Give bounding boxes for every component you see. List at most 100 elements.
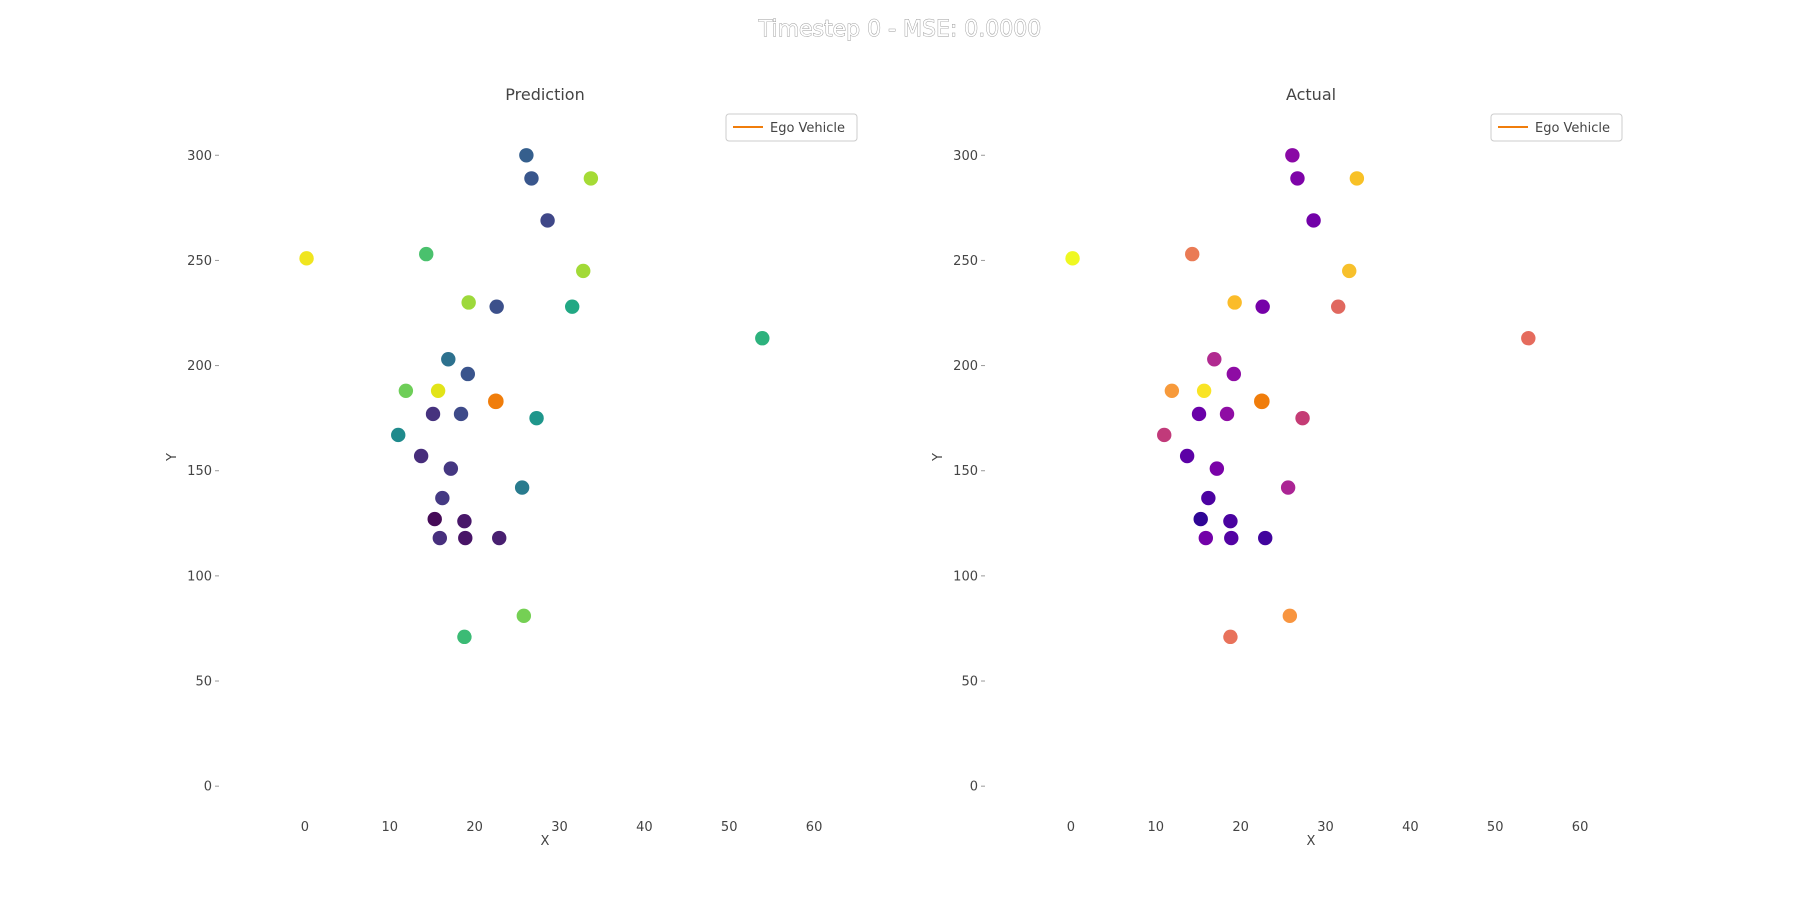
prediction-data-point [516, 608, 532, 624]
prediction-data-point [540, 213, 555, 228]
prediction-points [299, 148, 770, 645]
actual-data-point [1306, 213, 1321, 228]
prediction-data-point [427, 511, 442, 527]
actual-x-tick-label: 20 [1232, 820, 1249, 835]
actual-y-tick-label: 200 [953, 359, 978, 374]
prediction-data-point [413, 448, 429, 464]
prediction-data-point [583, 171, 599, 186]
prediction-x-ticks: 0 10 20 30 40 50 60 [301, 820, 823, 835]
prediction-y-tick-label: 250 [187, 254, 212, 269]
prediction-data-point [529, 410, 544, 426]
actual-data-point [1224, 530, 1239, 546]
actual-data-point [1290, 171, 1305, 186]
prediction-title: Prediction [505, 85, 584, 104]
prediction-legend-ego-label: Ego Vehicle [770, 121, 845, 136]
prediction-x-tick-label: 50 [721, 820, 738, 835]
prediction-data-point [398, 383, 414, 399]
actual-x-tick-label: 60 [1572, 820, 1589, 835]
prediction-data-point [419, 246, 434, 262]
actual-x-tick-label: 0 [1067, 820, 1075, 835]
prediction-data-point [461, 295, 476, 310]
prediction-y-tick-label: 100 [187, 569, 212, 584]
actual-x-tick-label: 10 [1147, 820, 1164, 835]
actual-data-point [1193, 511, 1208, 527]
actual-data-point [1258, 530, 1273, 546]
prediction-x-tick-label: 30 [551, 820, 568, 835]
prediction-panel: Prediction 0 50 100 150 200 250 300 0 10 20 30 40 5… [165, 85, 858, 849]
prediction-y-tick-label: 50 [195, 675, 212, 690]
actual-data-point [1164, 383, 1180, 399]
prediction-data-point [391, 427, 406, 443]
prediction-y-tick-label: 150 [187, 464, 212, 479]
actual-y-tick-label: 150 [953, 464, 978, 479]
prediction-data-point [453, 406, 469, 422]
actual-data-point [1349, 171, 1365, 186]
prediction-x-tick-label: 0 [301, 820, 309, 835]
prediction-y-tick-label: 0 [204, 780, 212, 795]
actual-data-point [1227, 295, 1242, 310]
actual-ego-vehicle-point [1254, 393, 1270, 410]
actual-data-point [1198, 530, 1214, 546]
prediction-y-tick-label: 300 [187, 149, 212, 164]
actual-y-tick-label: 100 [953, 569, 978, 584]
prediction-data-point [514, 480, 530, 495]
prediction-y-ticks: 0 50 100 150 200 250 300 [187, 149, 219, 795]
actual-title: Actual [1286, 85, 1336, 104]
prediction-x-tick-label: 60 [806, 820, 823, 835]
actual-data-point [1521, 331, 1536, 346]
actual-data-point [1196, 383, 1212, 399]
prediction-data-point [435, 490, 450, 506]
actual-x-tick-label: 50 [1487, 820, 1504, 835]
actual-data-point [1255, 299, 1270, 314]
prediction-x-tick-label: 40 [636, 820, 653, 835]
prediction-data-point [432, 530, 448, 546]
actual-x-tick-label: 40 [1402, 820, 1419, 835]
actual-y-label: Y [931, 453, 946, 462]
prediction-data-point [524, 171, 539, 186]
prediction-data-point [443, 461, 459, 476]
actual-y-tick-label: 50 [961, 675, 978, 690]
prediction-ego-vehicle-point [488, 393, 504, 410]
prediction-data-point [430, 383, 446, 399]
prediction-data-point [519, 148, 534, 163]
actual-data-point [1191, 406, 1207, 422]
actual-y-tick-label: 300 [953, 149, 978, 164]
prediction-y-tick-label: 200 [187, 359, 212, 374]
actual-data-point [1282, 608, 1298, 624]
prediction-x-tick-label: 20 [466, 820, 483, 835]
actual-data-point [1179, 448, 1195, 464]
prediction-data-point [755, 331, 770, 346]
prediction-data-point [457, 629, 472, 645]
actual-x-label: X [1307, 834, 1316, 849]
prediction-data-point [460, 366, 476, 382]
actual-data-point [1219, 406, 1235, 422]
actual-data-point [1185, 246, 1200, 262]
actual-x-ticks: 0 10 20 30 40 50 60 [1067, 820, 1589, 835]
actual-points [1065, 148, 1536, 645]
prediction-legend-frame [725, 113, 858, 142]
actual-data-point [1295, 410, 1310, 426]
prediction-data-point [458, 530, 473, 546]
actual-data-point [1280, 480, 1296, 495]
actual-y-tick-label: 0 [970, 780, 978, 795]
prediction-data-point [457, 513, 472, 529]
actual-legend: Ego Vehicle [1490, 113, 1623, 142]
actual-data-point [1065, 251, 1080, 266]
actual-legend-ego-label: Ego Vehicle [1535, 121, 1610, 136]
actual-data-point [1342, 263, 1357, 279]
actual-legend-frame [1490, 113, 1623, 142]
prediction-x-tick-label: 10 [381, 820, 398, 835]
actual-data-point [1207, 352, 1222, 367]
prediction-data-point [489, 299, 504, 314]
prediction-x-label: X [541, 834, 550, 849]
prediction-data-point [299, 251, 314, 266]
figure-title: Timestep 0 - MSE: 0.0000 [758, 17, 1042, 42]
actual-data-point [1331, 299, 1346, 314]
prediction-y-label: Y [165, 453, 180, 462]
actual-data-point [1201, 490, 1216, 506]
actual-x-tick-label: 30 [1317, 820, 1334, 835]
actual-data-point [1223, 629, 1238, 645]
prediction-data-point [441, 352, 456, 367]
